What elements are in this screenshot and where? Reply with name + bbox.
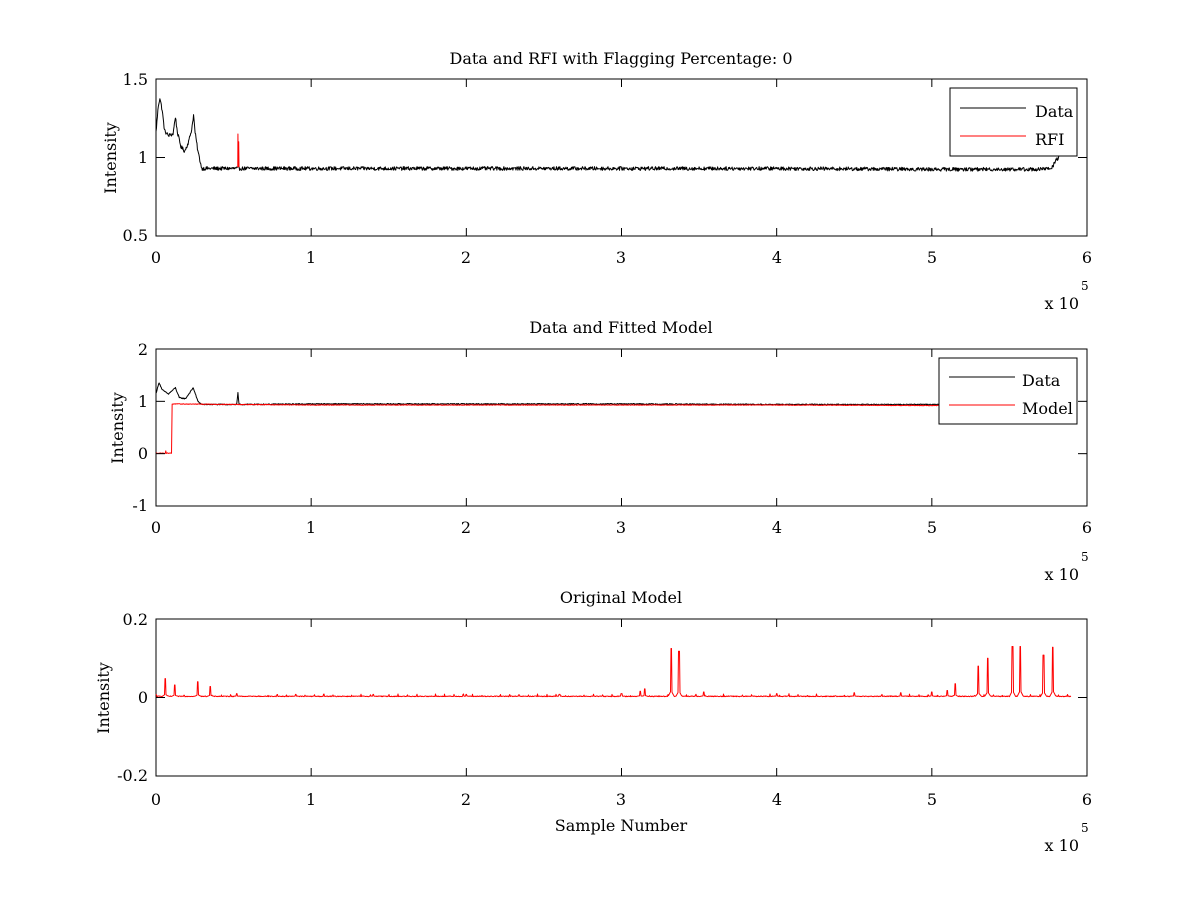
panel2-x-exponent-power: 5 bbox=[1081, 550, 1089, 564]
panel2-xtick-label: 6 bbox=[1082, 518, 1092, 537]
panel1-ticks bbox=[155, 78, 1088, 237]
panel-data-fitted-model: Data and Fitted Model Intensity 0 1 2 3 … bbox=[108, 318, 1092, 584]
series-line-data-1 bbox=[155, 98, 1062, 172]
panel1-legend-label-data: Data bbox=[1035, 102, 1074, 121]
panel1-title: Data and RFI with Flagging Percentage: 0 bbox=[449, 49, 792, 68]
panel1-x-exponent-power: 5 bbox=[1081, 279, 1089, 293]
panel-data-rfi: Data and RFI with Flagging Percentage: 0… bbox=[101, 49, 1092, 313]
series-line-rfi-1 bbox=[237, 133, 240, 168]
panel1-xtick-label: 6 bbox=[1082, 248, 1092, 267]
panel3-ytick-label: -0.2 bbox=[117, 766, 148, 785]
panel3-ylabel: Intensity bbox=[94, 662, 113, 734]
panel2-xtick-label: 0 bbox=[151, 518, 161, 537]
panel2-legend-box bbox=[938, 357, 1078, 425]
panel1-ytick-label: 1 bbox=[138, 148, 148, 167]
panel2-xtick-label: 4 bbox=[772, 518, 782, 537]
panel1-xtick-label: 2 bbox=[461, 248, 471, 267]
panel1-ytick-label: 0.5 bbox=[123, 226, 148, 245]
panel1-ylabel: Intensity bbox=[101, 122, 120, 194]
panel2-legend-label-data: Data bbox=[1022, 371, 1061, 390]
panel1-x-exponent-prefix: x 10 bbox=[1045, 294, 1079, 313]
panel2-ytick-label: 0 bbox=[138, 444, 148, 463]
series-line-data-2 bbox=[155, 382, 1061, 406]
panel3-ticks bbox=[155, 618, 1088, 777]
panel3-xlabel: Sample Number bbox=[555, 816, 688, 835]
panel3-ytick-label: 0 bbox=[138, 688, 148, 707]
panel1-xtick-label: 0 bbox=[151, 248, 161, 267]
series-line-model-3 bbox=[155, 645, 1072, 698]
panel3-xtick-label: 2 bbox=[461, 790, 471, 809]
panel2-xtick-label: 3 bbox=[616, 518, 626, 537]
panel3-title: Original Model bbox=[560, 588, 682, 607]
panel1-xtick-label: 4 bbox=[772, 248, 782, 267]
panel2-x-exponent-prefix: x 10 bbox=[1045, 565, 1079, 584]
panel2-ytick-label: 1 bbox=[138, 392, 148, 411]
panel2-ticks bbox=[155, 348, 1088, 507]
panel-original-model: Original Model Intensity Sample Number 0… bbox=[94, 588, 1092, 855]
panel1-legend-label-rfi: RFI bbox=[1035, 130, 1064, 149]
panel2-ylabel: Intensity bbox=[108, 392, 127, 464]
panel2-ytick-label: 2 bbox=[138, 340, 148, 359]
panel3-xtick-label: 6 bbox=[1082, 790, 1092, 809]
panel1-plot-frame bbox=[155, 78, 1088, 237]
panel1-xtick-label: 3 bbox=[616, 248, 626, 267]
panel2-xtick-label: 5 bbox=[927, 518, 937, 537]
panel1-xtick-label: 5 bbox=[927, 248, 937, 267]
panel3-xtick-label: 4 bbox=[772, 790, 782, 809]
panel2-title: Data and Fitted Model bbox=[529, 318, 712, 337]
panel1-legend: Data RFI bbox=[949, 87, 1078, 157]
panel1-series-group bbox=[155, 98, 1062, 172]
panel2-ytick-label: -1 bbox=[132, 496, 148, 515]
panel3-xtick-label: 3 bbox=[616, 790, 626, 809]
panel3-xtick-label: 0 bbox=[151, 790, 161, 809]
panel3-x-exponent-power: 5 bbox=[1081, 821, 1089, 835]
panel3-x-exponent-prefix: x 10 bbox=[1045, 836, 1079, 855]
panel2-xtick-label: 1 bbox=[306, 518, 316, 537]
panel3-xtick-label: 1 bbox=[306, 790, 316, 809]
panel1-xtick-label: 1 bbox=[306, 248, 316, 267]
panel2-series-group bbox=[155, 382, 1061, 454]
panel1-legend-box bbox=[949, 87, 1078, 157]
series-line-model-2 bbox=[155, 403, 1061, 454]
panel1-ytick-label: 1.5 bbox=[123, 70, 148, 89]
panel3-xtick-label: 5 bbox=[927, 790, 937, 809]
panel3-plot-frame bbox=[155, 618, 1088, 777]
panel2-legend: Data Model bbox=[938, 357, 1078, 425]
panel3-series-group bbox=[155, 645, 1072, 698]
panel2-legend-label-model: Model bbox=[1022, 399, 1073, 418]
panel2-xtick-label: 2 bbox=[461, 518, 471, 537]
panel3-ytick-label: 0.2 bbox=[123, 610, 148, 629]
